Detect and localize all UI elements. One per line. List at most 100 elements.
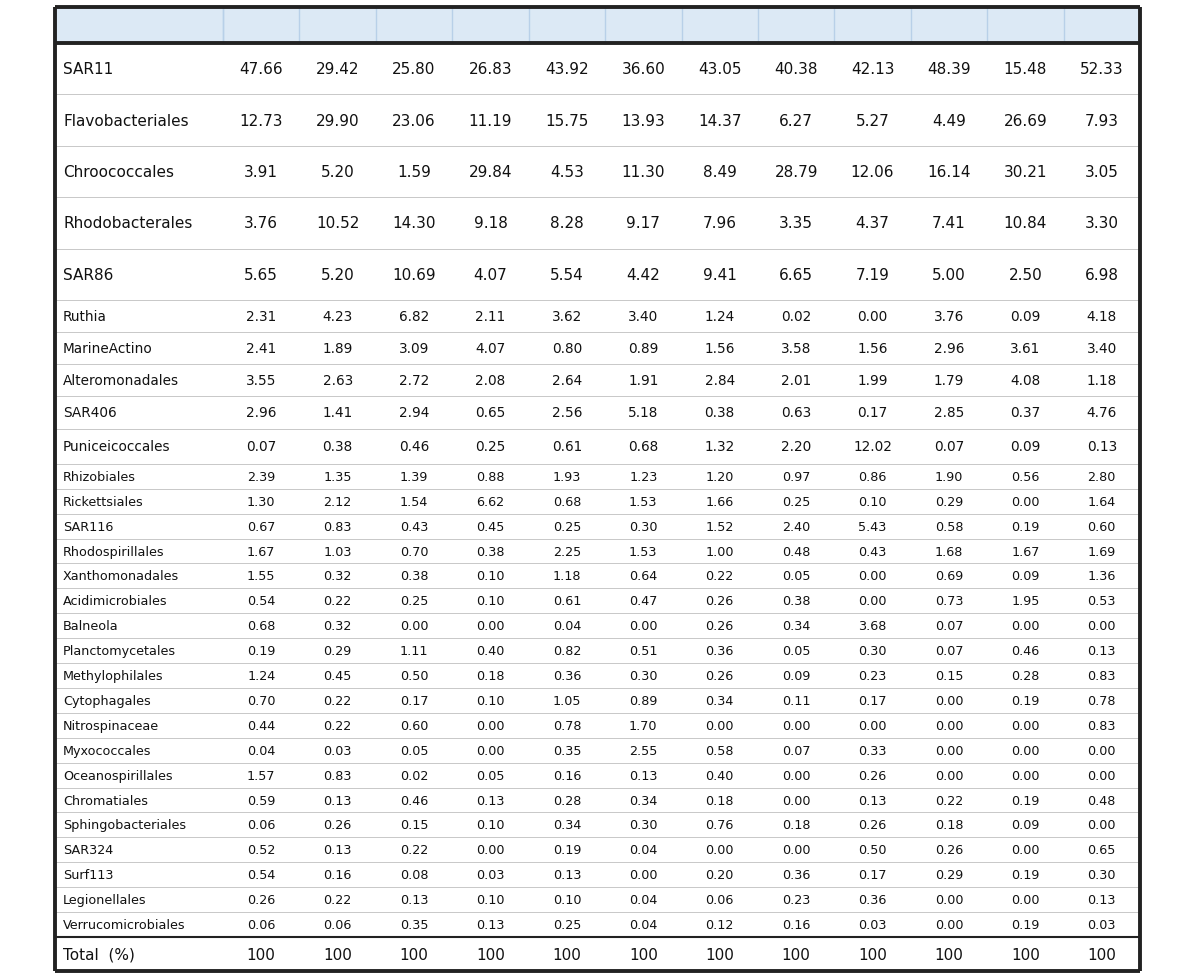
Text: 8.28: 8.28 — [550, 216, 584, 231]
Text: Rhodospirillales: Rhodospirillales — [63, 545, 164, 558]
Text: 0.43: 0.43 — [858, 545, 887, 558]
Text: 0.06: 0.06 — [706, 893, 734, 907]
Text: 0.00: 0.00 — [476, 744, 505, 757]
Text: 0.00: 0.00 — [400, 620, 428, 633]
Text: Total  (%): Total (%) — [63, 947, 134, 961]
Text: 0.19: 0.19 — [552, 843, 581, 857]
Text: 36.60: 36.60 — [621, 63, 665, 77]
Text: 0.68: 0.68 — [248, 620, 275, 633]
Text: 0.13: 0.13 — [630, 769, 658, 781]
Text: 7.19: 7.19 — [856, 268, 889, 283]
Text: 0.22: 0.22 — [324, 893, 352, 907]
Text: 6.62: 6.62 — [476, 495, 505, 509]
Text: 0.09: 0.09 — [1012, 819, 1040, 831]
Text: 0.46: 0.46 — [399, 440, 430, 454]
Text: 1.89: 1.89 — [322, 342, 352, 356]
Text: 0.05: 0.05 — [400, 744, 428, 757]
Text: 2.11: 2.11 — [475, 310, 506, 324]
Text: 10.84: 10.84 — [1003, 216, 1047, 231]
Text: 100: 100 — [246, 947, 276, 961]
Text: 0.00: 0.00 — [630, 868, 658, 881]
Text: 3.91: 3.91 — [244, 165, 278, 180]
Text: 0.30: 0.30 — [1088, 868, 1116, 881]
Text: Oceanospirillales: Oceanospirillales — [63, 769, 173, 781]
Text: 0.00: 0.00 — [1088, 744, 1116, 757]
Text: 0.13: 0.13 — [858, 794, 887, 807]
Text: 0.00: 0.00 — [1012, 744, 1040, 757]
Text: SAR116: SAR116 — [63, 520, 113, 533]
Text: 0.29: 0.29 — [935, 868, 963, 881]
Text: 3.09: 3.09 — [399, 342, 430, 356]
Text: 2.96: 2.96 — [934, 342, 964, 356]
Text: 11.30: 11.30 — [621, 165, 665, 180]
Text: 29.90: 29.90 — [315, 113, 359, 128]
Text: 0.78: 0.78 — [1088, 694, 1116, 707]
Text: 0.54: 0.54 — [248, 868, 275, 881]
Text: 0.64: 0.64 — [630, 570, 657, 583]
Text: 3.40: 3.40 — [1086, 342, 1117, 356]
Text: 0.07: 0.07 — [934, 440, 964, 454]
Text: 0.00: 0.00 — [476, 843, 505, 857]
Text: 0.00: 0.00 — [1012, 719, 1040, 733]
Text: 29.84: 29.84 — [469, 165, 512, 180]
Text: 0.36: 0.36 — [706, 645, 734, 657]
Text: 43.92: 43.92 — [545, 63, 589, 77]
Text: 0.08: 0.08 — [400, 868, 428, 881]
Text: 4.37: 4.37 — [856, 216, 889, 231]
Text: 0.19: 0.19 — [1012, 868, 1040, 881]
Text: 3.76: 3.76 — [244, 216, 278, 231]
Text: 0.07: 0.07 — [934, 645, 963, 657]
Text: 52.33: 52.33 — [1081, 63, 1123, 77]
Text: 1.69: 1.69 — [1088, 545, 1116, 558]
Text: 42.13: 42.13 — [851, 63, 895, 77]
Text: 0.22: 0.22 — [324, 719, 352, 733]
Text: 2.41: 2.41 — [246, 342, 276, 356]
Text: 1.23: 1.23 — [630, 470, 658, 483]
Text: 8.49: 8.49 — [703, 165, 737, 180]
Text: 0.00: 0.00 — [476, 719, 505, 733]
Text: 5.54: 5.54 — [550, 268, 584, 283]
Text: 0.59: 0.59 — [248, 794, 275, 807]
Text: 30.21: 30.21 — [1003, 165, 1047, 180]
Text: 2.12: 2.12 — [324, 495, 352, 509]
Text: 0.25: 0.25 — [782, 495, 810, 509]
Text: 14.37: 14.37 — [699, 113, 741, 128]
Text: 1.64: 1.64 — [1088, 495, 1116, 509]
Text: 1.20: 1.20 — [706, 470, 734, 483]
Text: 28.79: 28.79 — [775, 165, 818, 180]
Text: 12.02: 12.02 — [853, 440, 892, 454]
Text: 26.69: 26.69 — [1003, 113, 1047, 128]
Text: 0.65: 0.65 — [475, 406, 506, 421]
Text: Cytophagales: Cytophagales — [63, 694, 151, 707]
Text: 0.25: 0.25 — [552, 918, 581, 931]
Text: 1.39: 1.39 — [400, 470, 428, 483]
Text: 0.04: 0.04 — [630, 893, 658, 907]
Text: 0.19: 0.19 — [1012, 694, 1040, 707]
Text: 4.23: 4.23 — [322, 310, 352, 324]
Text: 2.85: 2.85 — [934, 406, 964, 421]
Text: 13.93: 13.93 — [621, 113, 665, 128]
Text: 0.70: 0.70 — [400, 545, 428, 558]
Text: 0.03: 0.03 — [858, 918, 887, 931]
Text: 1.66: 1.66 — [706, 495, 734, 509]
Text: 0.83: 0.83 — [324, 769, 352, 781]
Text: MarineActino: MarineActino — [63, 342, 152, 356]
Text: 2.20: 2.20 — [781, 440, 812, 454]
Text: 0.38: 0.38 — [782, 595, 810, 607]
Text: 0.26: 0.26 — [248, 893, 275, 907]
Text: 0.00: 0.00 — [706, 719, 734, 733]
Text: 100: 100 — [552, 947, 581, 961]
Text: 0.00: 0.00 — [1012, 843, 1040, 857]
Text: 1.93: 1.93 — [552, 470, 581, 483]
Text: 1.24: 1.24 — [704, 310, 735, 324]
Text: 3.05: 3.05 — [1085, 165, 1119, 180]
Text: 0.10: 0.10 — [552, 893, 581, 907]
Text: 3.35: 3.35 — [779, 216, 813, 231]
Text: 0.26: 0.26 — [706, 669, 734, 683]
Text: 0.34: 0.34 — [706, 694, 734, 707]
Text: 4.18: 4.18 — [1086, 310, 1117, 324]
Text: 2.25: 2.25 — [552, 545, 581, 558]
Text: 0.25: 0.25 — [475, 440, 506, 454]
Text: 25.80: 25.80 — [393, 63, 436, 77]
Text: 0.00: 0.00 — [934, 918, 963, 931]
